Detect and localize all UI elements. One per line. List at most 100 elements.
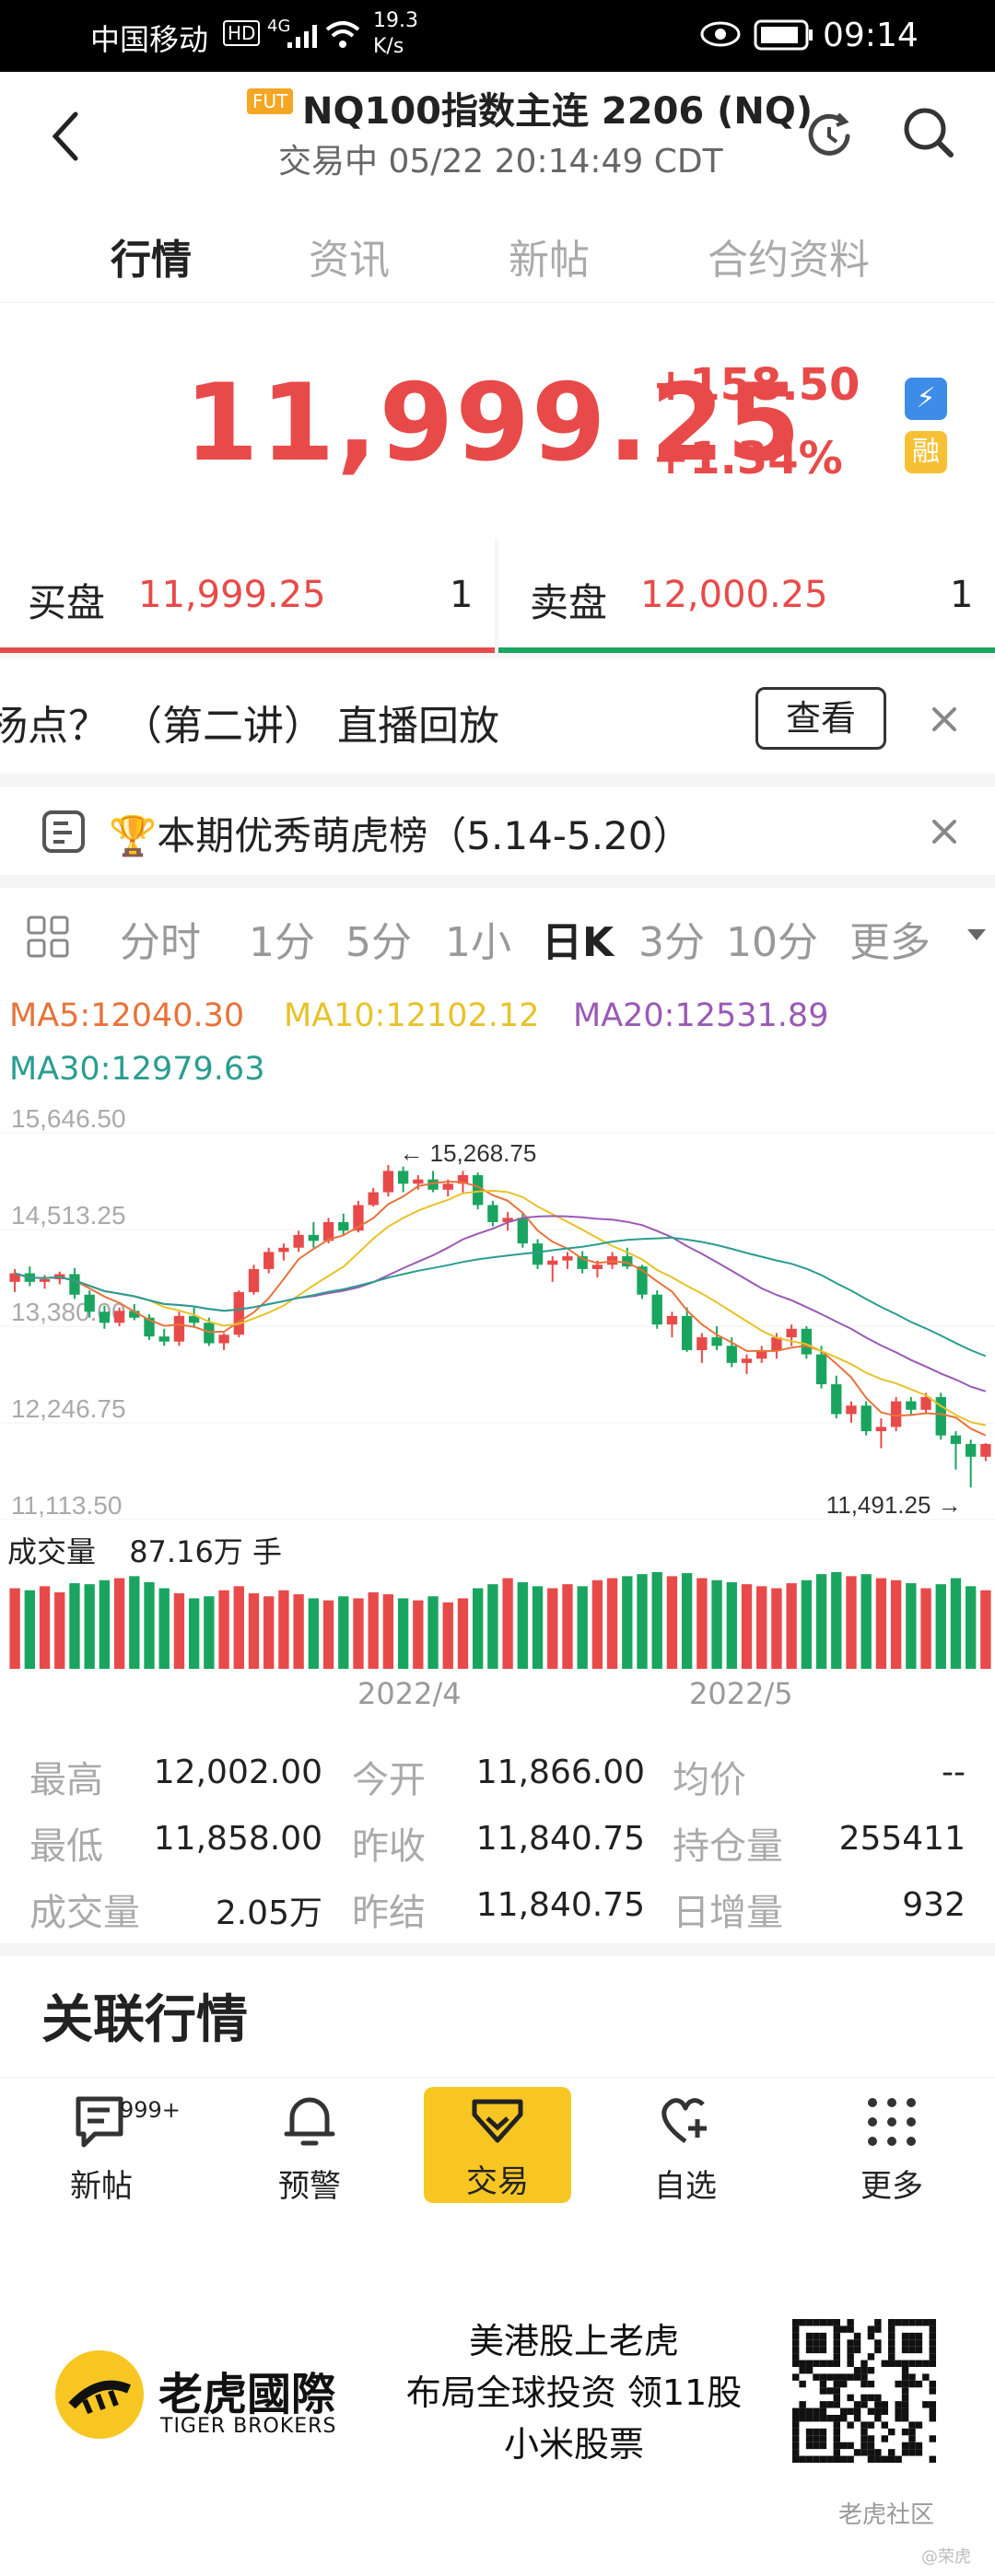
- candle-body: [39, 1279, 51, 1282]
- signal-label: 4G: [267, 17, 291, 36]
- search-icon[interactable]: [901, 105, 956, 164]
- tiger-logo-icon: [55, 2350, 144, 2439]
- ma10-label: MA10:12102.12: [284, 997, 540, 1034]
- volume-bar: [24, 1590, 35, 1669]
- volume-bar: [711, 1579, 722, 1669]
- nav-alert[interactable]: 预警: [236, 2092, 383, 2206]
- close-icon[interactable]: [931, 818, 958, 845]
- tab-daily[interactable]: 日K: [542, 919, 615, 966]
- tab-more[interactable]: 更多: [849, 919, 931, 966]
- margin-icon[interactable]: 融: [905, 431, 947, 473]
- candle-body: [815, 1354, 827, 1385]
- stat-label: 持仓量: [673, 1825, 783, 1868]
- volume-bar: [681, 1573, 693, 1669]
- candle-body: [9, 1273, 20, 1282]
- volume-bar: [950, 1578, 962, 1669]
- volume-bar: [293, 1594, 304, 1669]
- volume-bar: [591, 1579, 603, 1669]
- volume-bar: [906, 1583, 917, 1669]
- tab-contract-info[interactable]: 合约资料: [708, 237, 870, 284]
- volume-bar: [651, 1572, 662, 1669]
- candle-body: [413, 1179, 424, 1184]
- rank-banner[interactable]: 🏆本期优秀萌虎榜（5.14-5.20）: [0, 774, 995, 888]
- ask-price: 12,000.25: [640, 574, 828, 616]
- candle-body: [846, 1405, 857, 1415]
- candle-body: [368, 1192, 379, 1206]
- tab-market[interactable]: 行情: [111, 237, 192, 284]
- grid-icon[interactable]: [26, 915, 70, 959]
- volume-bar: [547, 1588, 558, 1669]
- nav-trade[interactable]: 交易: [424, 2087, 571, 2203]
- nav-more[interactable]: 更多: [818, 2092, 966, 2206]
- volume-bar: [39, 1586, 51, 1669]
- candle-body: [801, 1328, 813, 1355]
- tab-5min[interactable]: 5分: [345, 919, 412, 966]
- bid-bar: [0, 647, 495, 653]
- volume-bar: [666, 1576, 678, 1669]
- price-block: 11,999.25 +158.50 +1.34% ⚡ 融: [0, 304, 995, 539]
- candle-body: [935, 1396, 946, 1436]
- tab-posts[interactable]: 新帖: [509, 237, 590, 284]
- back-arrow-icon[interactable]: [48, 109, 85, 164]
- bid-ask-panel: 买盘 11,999.25 1 卖盘 12,000.25 1: [0, 539, 995, 659]
- volume-bar: [248, 1592, 260, 1669]
- volume-bar: [144, 1581, 155, 1669]
- candle-body: [442, 1183, 453, 1190]
- candle-body: [233, 1291, 244, 1335]
- volume-bar: [562, 1584, 573, 1669]
- bid-box[interactable]: 买盘 11,999.25 1: [0, 539, 495, 653]
- volume-bar: [473, 1588, 484, 1669]
- volume-bar: [815, 1574, 827, 1669]
- document-icon: [42, 810, 85, 853]
- watermark-sub: @荣虎: [921, 2547, 971, 2567]
- candle-body: [577, 1256, 588, 1269]
- refresh-icon[interactable]: [802, 107, 857, 162]
- volume-bar: [532, 1586, 544, 1669]
- stats-table: 最高 12,002.00 今开 11,866.00 均价 -- 最低 11,85…: [0, 1741, 995, 1939]
- tab-intraday[interactable]: 分时: [120, 919, 201, 966]
- ad-banner[interactable]: 老虎國際 TIGER BROKERS 美港股上老虎 布局全球投资 领11股 小米…: [0, 2275, 995, 2576]
- candle-body: [218, 1335, 229, 1344]
- view-button[interactable]: 查看: [755, 687, 886, 750]
- chart-period-tabs: 分时 1分 5分 1小 日K 3分 10分 更多: [0, 889, 995, 981]
- close-icon[interactable]: [931, 705, 958, 733]
- bid-label: 买盘: [28, 580, 106, 625]
- candle-body: [920, 1396, 931, 1410]
- volume-bar: [9, 1588, 20, 1669]
- lightning-icon[interactable]: ⚡: [905, 378, 947, 420]
- watermark: 老虎社区: [838, 2501, 935, 2529]
- live-banner[interactable]: 杨点？ （第二讲） 直播回放 查看: [0, 672, 995, 774]
- volume-bar: [771, 1588, 782, 1669]
- tab-news[interactable]: 资讯: [309, 237, 390, 284]
- ad-brand-en: TIGER BROKERS: [160, 2415, 337, 2438]
- main-tabs: 行情 资讯 新帖 合约资料: [0, 201, 995, 303]
- x-tick-apr: 2022/4: [357, 1676, 462, 1711]
- nav-alert-label: 预警: [278, 2168, 341, 2205]
- volume-bar: [846, 1576, 857, 1669]
- volume-bar: [263, 1596, 275, 1669]
- candle-body: [562, 1256, 573, 1261]
- ad-copy: 美港股上老虎 布局全球投资 领11股 小米股票: [394, 2315, 754, 2470]
- stat-value: --: [942, 1754, 966, 1791]
- tab-1hour[interactable]: 1小: [445, 919, 511, 966]
- tab-10min[interactable]: 10分: [726, 919, 818, 966]
- heart-plus-icon: [661, 2098, 707, 2144]
- nav-posts[interactable]: 999+ 新帖: [28, 2092, 181, 2206]
- y-tick-label: 15,646.50: [11, 1105, 126, 1133]
- candle-body: [263, 1252, 275, 1269]
- candle-body: [278, 1247, 289, 1253]
- tab-1min[interactable]: 1分: [249, 919, 315, 966]
- volume-bar: [322, 1600, 334, 1669]
- candle-body: [966, 1443, 977, 1457]
- stat-value: 932: [902, 1886, 966, 1924]
- stat-value: 2.05万: [215, 1894, 322, 1932]
- volume-bar: [397, 1598, 409, 1669]
- volume-bar: [353, 1598, 364, 1669]
- candlestick-chart[interactable]: 15,646.5014,513.2513,380.0012,246.7511,1…: [0, 1105, 995, 1538]
- candle-body: [906, 1401, 917, 1410]
- tab-3min[interactable]: 3分: [638, 919, 705, 966]
- volume-bar: [218, 1590, 229, 1669]
- ask-box[interactable]: 卖盘 12,000.25 1: [498, 539, 995, 653]
- nav-watchlist[interactable]: 自选: [612, 2092, 759, 2206]
- chevron-down-icon[interactable]: [966, 926, 988, 944]
